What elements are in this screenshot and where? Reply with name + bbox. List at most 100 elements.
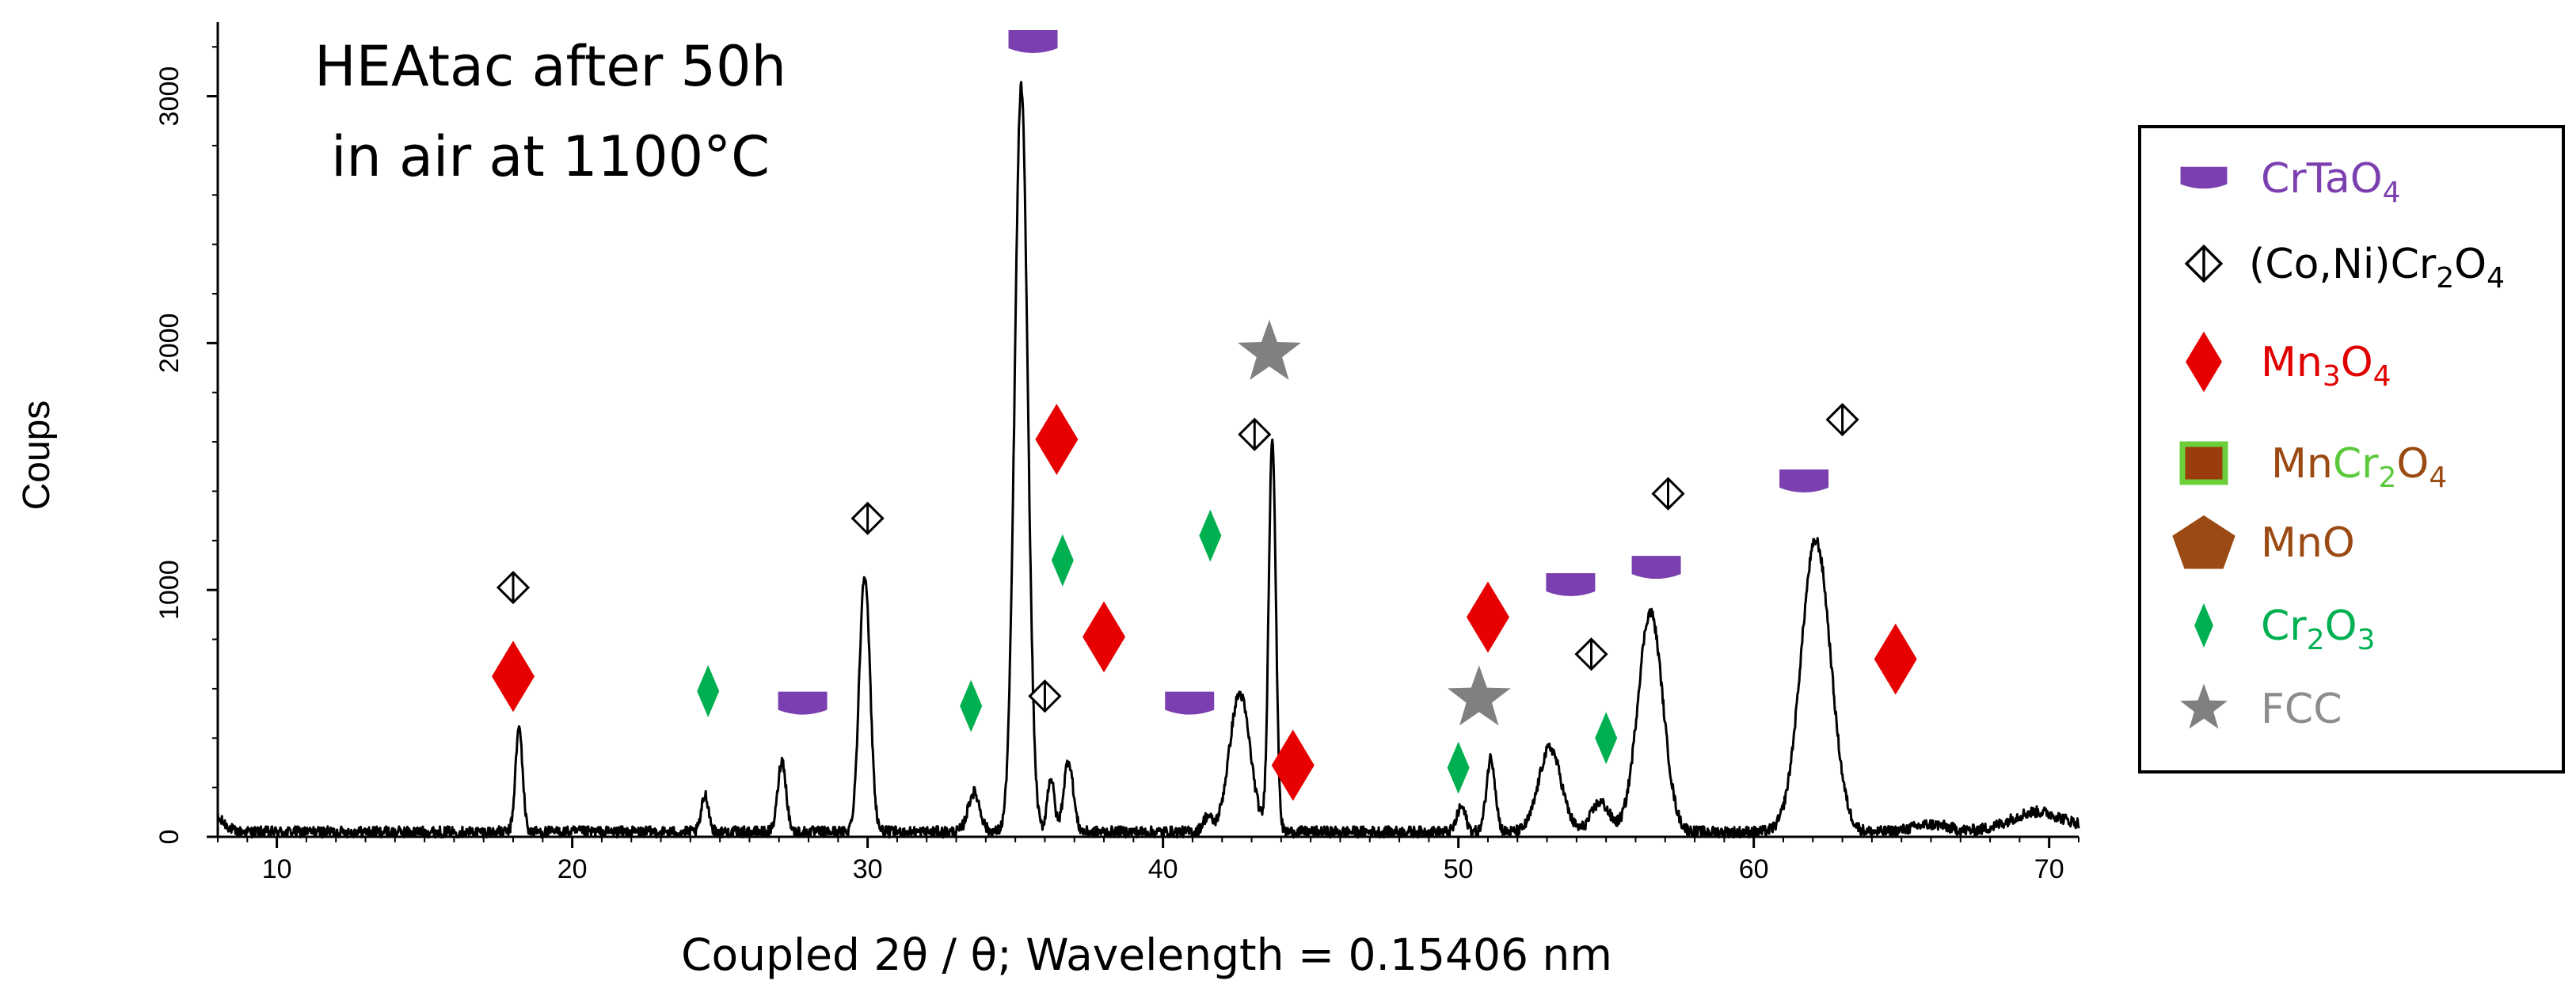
crtao4-marker-shape xyxy=(2180,166,2228,189)
crtao4-marker-shape xyxy=(1546,572,1596,596)
marker-cr2o3 xyxy=(1199,509,1222,562)
mno-marker-shape xyxy=(2172,515,2235,569)
marker-cr2o3 xyxy=(1447,741,1470,794)
marker-cr2o3 xyxy=(960,679,983,732)
legend-item-mno: MnO xyxy=(2172,515,2355,569)
marker-mn3o4 xyxy=(1035,403,1079,475)
legend-label-part: 2 xyxy=(2379,462,2397,494)
legend-swatch-cr2o3 xyxy=(2194,602,2213,648)
fcc-marker-shape xyxy=(1238,319,1301,380)
mn3o4-marker-shape xyxy=(1035,403,1079,475)
mn3o4-marker-shape xyxy=(1271,729,1315,801)
x-tick-label: 30 xyxy=(853,854,883,884)
legend-item-mncr2o4: MnCr2O4 xyxy=(2179,440,2447,494)
marker-mn3o4 xyxy=(492,640,535,713)
legend-label: MnO xyxy=(2261,519,2355,567)
legend-label-part: CrTaO xyxy=(2261,155,2383,203)
chart-title-line-2: in air at 1100°C xyxy=(331,124,770,189)
marker-crtao4 xyxy=(1779,469,1829,492)
legend-label-part: 2 xyxy=(2436,262,2454,295)
x-tick-label: 60 xyxy=(1739,854,1769,884)
legend-label-part: (Co,Ni)Cr xyxy=(2249,241,2437,288)
marker-crtao4 xyxy=(778,691,828,715)
legend-label-part: O xyxy=(2454,241,2487,288)
marker-crtao4 xyxy=(1631,556,1681,580)
legend-swatch-mncr2o4 xyxy=(2179,441,2228,485)
mncr2o4-marker-shape xyxy=(2179,441,2228,485)
legend-label: Mn3O4 xyxy=(2261,339,2391,393)
legend-item-cr2o3: Cr2O3 xyxy=(2194,602,2375,656)
legend-label: MnCr2O4 xyxy=(2271,440,2447,494)
mn3o4-marker-shape xyxy=(1466,581,1509,653)
crtao4-marker-shape xyxy=(1165,691,1215,715)
legend-label: CrTaO4 xyxy=(2261,155,2401,209)
cr2o3-marker-shape xyxy=(697,665,720,718)
legend-label: (Co,Ni)Cr2O4 xyxy=(2249,241,2505,295)
y-tick-label: 3000 xyxy=(154,67,185,127)
cr2o3-marker-shape xyxy=(1051,534,1074,587)
legend-label-part: Cr xyxy=(2333,440,2379,488)
marker-cr2o3 xyxy=(1051,534,1074,587)
crtao4-marker-shape xyxy=(1779,469,1829,492)
marker-conicr2o4 xyxy=(1825,402,1859,437)
marker-cr2o3 xyxy=(1595,712,1618,765)
fcc-marker-shape xyxy=(1447,665,1511,726)
marker-conicr2o4 xyxy=(1238,417,1272,451)
x-tick-label: 10 xyxy=(262,854,292,884)
cr2o3-marker-shape xyxy=(1447,741,1470,794)
fcc-marker-shape xyxy=(2180,683,2228,729)
legend-label-part: 4 xyxy=(2373,360,2391,393)
marker-conicr2o4 xyxy=(1651,477,1685,511)
cr2o3-marker-shape xyxy=(1595,712,1618,765)
legend-item-fcc: FCC xyxy=(2180,683,2342,733)
legend-label-part: MnO xyxy=(2261,519,2355,567)
y-tick-label: 1000 xyxy=(154,560,185,620)
crtao4-marker-shape xyxy=(1631,556,1681,580)
marker-fcc xyxy=(1447,665,1511,726)
marker-mn3o4 xyxy=(1874,623,1917,695)
chart-title-line-1: HEAtac after 50h xyxy=(314,34,786,99)
y-tick-label: 0 xyxy=(154,830,185,845)
xrd-pattern-line xyxy=(216,81,2080,839)
marker-conicr2o4 xyxy=(496,570,531,605)
legend-label-part: 3 xyxy=(2323,360,2341,393)
marker-conicr2o4 xyxy=(1574,637,1608,671)
legend-swatch-fcc xyxy=(2180,683,2228,729)
y-axis-label: Coups xyxy=(16,401,58,511)
marker-crtao4 xyxy=(1546,572,1596,596)
marker-mn3o4 xyxy=(1271,729,1315,801)
legend-label-part: Cr xyxy=(2261,602,2307,650)
legend-label-part: 4 xyxy=(2383,177,2401,209)
marker-conicr2o4 xyxy=(1028,679,1062,713)
marker-crtao4 xyxy=(1008,29,1058,53)
legend-label-part: O xyxy=(2396,440,2429,488)
legend-label-part: 4 xyxy=(2487,262,2505,295)
legend-swatch-mno xyxy=(2172,515,2235,569)
legend-label-part: Mn xyxy=(2261,339,2323,386)
legend-label-part: O xyxy=(2341,339,2373,386)
marker-conicr2o4 xyxy=(850,501,885,535)
legend-label-part: FCC xyxy=(2261,686,2342,733)
mn3o4-marker-shape xyxy=(1083,601,1126,673)
legend-label-part: 4 xyxy=(2429,462,2447,494)
marker-cr2o3 xyxy=(697,665,720,718)
marker-crtao4 xyxy=(1165,691,1215,715)
mn3o4-marker-shape xyxy=(492,640,535,713)
cr2o3-marker-shape xyxy=(2194,602,2213,648)
legend-item-crtao4: CrTaO4 xyxy=(2180,155,2401,209)
x-tick-label: 50 xyxy=(1444,854,1474,884)
marker-fcc xyxy=(1238,319,1301,380)
legend: CrTaO4(Co,Ni)Cr2O4Mn3O4MnCr2O4MnOCr2O3FC… xyxy=(2138,125,2565,773)
crtao4-marker-shape xyxy=(1008,29,1058,53)
x-tick-label: 20 xyxy=(557,854,588,884)
legend-label-part: O xyxy=(2325,602,2357,650)
crtao4-marker-shape xyxy=(778,691,828,715)
legend-label-part: Mn xyxy=(2271,440,2333,488)
y-tick-label: 2000 xyxy=(154,314,185,374)
x-tick-label: 70 xyxy=(2034,854,2064,884)
marker-mn3o4 xyxy=(1466,581,1509,653)
legend-label-part: 3 xyxy=(2357,624,2376,656)
legend-item-conicr2o4: (Co,Ni)Cr2O4 xyxy=(2184,241,2505,295)
legend-label: Cr2O3 xyxy=(2261,602,2375,656)
